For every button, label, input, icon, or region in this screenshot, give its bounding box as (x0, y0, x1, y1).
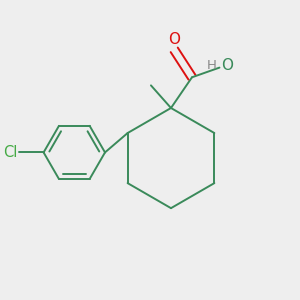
Text: Cl: Cl (3, 145, 18, 160)
Text: O: O (168, 32, 180, 47)
Text: O: O (221, 58, 233, 74)
Text: H: H (206, 59, 216, 73)
